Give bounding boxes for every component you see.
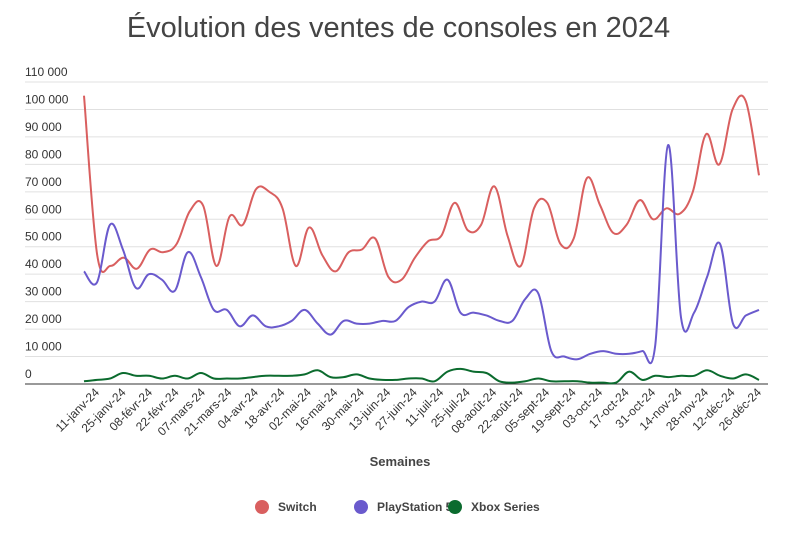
legend-item: Switch: [255, 500, 317, 514]
legend-label: Switch: [278, 500, 317, 514]
y-tick-label: 50 000: [25, 230, 62, 244]
x-axis-ticks: 11-janv-2425-janv-2408-févr-2422-févr-24…: [53, 385, 765, 439]
legend-marker: [255, 500, 269, 514]
y-tick-label: 100 000: [25, 92, 69, 106]
y-tick-label: 10 000: [25, 340, 62, 354]
gridlines: [25, 81, 768, 385]
legend-item: PlayStation 5: [354, 500, 453, 514]
legend-marker: [354, 500, 368, 514]
y-tick-label: 110 000: [25, 65, 68, 79]
y-tick-label: 70 000: [25, 175, 62, 189]
chart-title: Évolution des ventes de consoles en 2024: [126, 12, 671, 44]
y-tick-label: 30 000: [25, 285, 62, 299]
x-axis-label: Semaines: [370, 454, 431, 469]
legend-item: Xbox Series: [448, 500, 540, 514]
series-lines: [83, 94, 760, 385]
y-tick-label: 40 000: [25, 257, 62, 271]
y-tick-label: 80 000: [25, 147, 62, 161]
y-tick-label: 60 000: [25, 202, 62, 216]
legend-marker: [448, 500, 462, 514]
series-line-switch: [83, 94, 760, 284]
y-tick-label: 90 000: [25, 120, 62, 134]
y-tick-label: 20 000: [25, 312, 62, 326]
series-line-xbox-series: [83, 367, 760, 385]
legend-label: Xbox Series: [471, 500, 540, 514]
series-line-playstation-5: [83, 144, 760, 365]
y-tick-label: 0: [25, 367, 32, 381]
legend: Switch PlayStation 5 Xbox Series: [255, 500, 540, 514]
legend-label: PlayStation 5: [377, 500, 453, 514]
y-axis-ticks: 0 10 000 20 000 30 000 40 000 50 000 60 000 70 …: [25, 65, 69, 381]
